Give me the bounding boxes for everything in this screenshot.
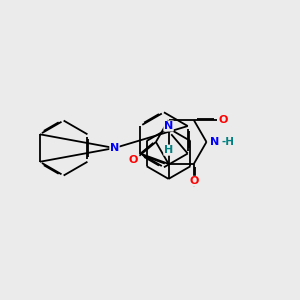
Text: O: O [218,115,228,125]
Text: H: H [164,145,173,155]
Text: N: N [210,137,219,147]
Text: N: N [110,143,119,153]
Text: O: O [129,154,138,165]
Text: N: N [164,121,173,131]
Text: -H: -H [222,137,235,147]
Text: O: O [189,176,199,186]
